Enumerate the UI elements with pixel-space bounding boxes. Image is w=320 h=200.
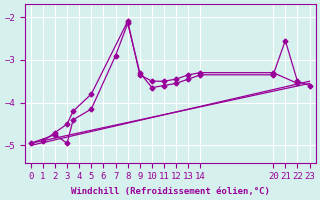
X-axis label: Windchill (Refroidissement éolien,°C): Windchill (Refroidissement éolien,°C) <box>71 187 269 196</box>
